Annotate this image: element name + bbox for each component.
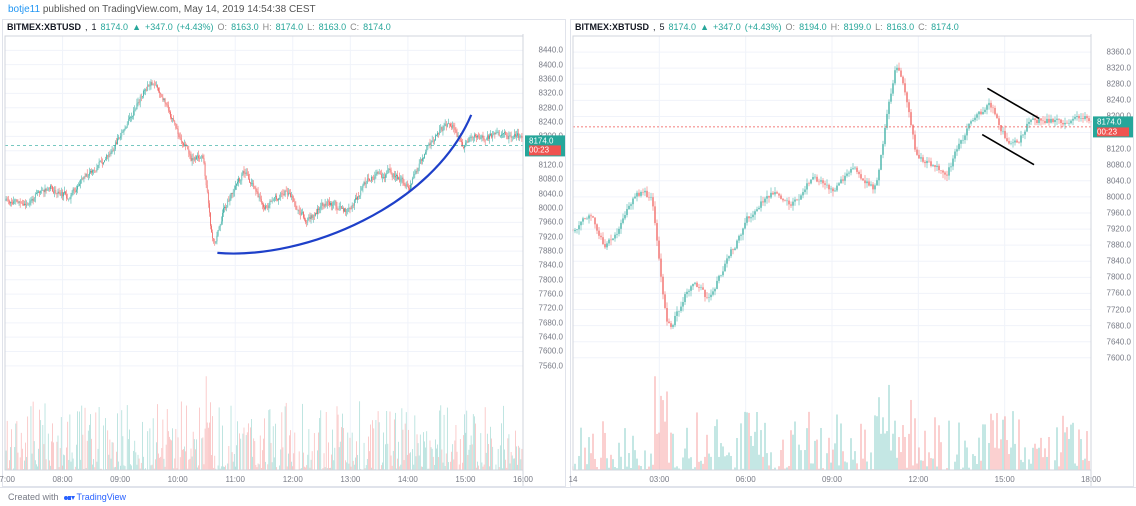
x-axis-tick: 10:00 bbox=[168, 475, 188, 484]
y-axis-tick: 7920.0 bbox=[539, 232, 563, 241]
x-axis-tick: 12:00 bbox=[908, 475, 928, 484]
y-axis-tick: 7840.0 bbox=[1107, 257, 1131, 266]
symbol[interactable]: BITMEX:XBTUSD bbox=[575, 22, 649, 32]
chart-info-left: BITMEX:XBTUSD, 1 8174.0 ▲ +347.0 (+4.43%… bbox=[3, 20, 565, 34]
x-axis-tick: 15:00 bbox=[455, 475, 475, 484]
x-axis-tick: 18:00 bbox=[1081, 475, 1101, 484]
y-axis-tick: 7880.0 bbox=[539, 247, 563, 256]
symbol[interactable]: BITMEX:XBTUSD bbox=[7, 22, 81, 32]
interval: 5 bbox=[660, 22, 665, 32]
y-axis-tick: 8120.0 bbox=[539, 161, 563, 170]
chart-panel-right: BITMEX:XBTUSD, 5 8174.0 ▲ +347.0 (+4.43%… bbox=[570, 19, 1134, 487]
y-axis-tick: 7720.0 bbox=[1107, 305, 1131, 314]
y-axis-tick: 7600.0 bbox=[1107, 353, 1131, 362]
y-axis-tick: 8000.0 bbox=[1107, 192, 1131, 201]
publish-header: botje11 published on TradingView.com, Ma… bbox=[0, 0, 1136, 19]
charts-row: BITMEX:XBTUSD, 1 8174.0 ▲ +347.0 (+4.43%… bbox=[0, 19, 1136, 487]
y-axis-tick: 8280.0 bbox=[539, 103, 563, 112]
x-axis-tick: 11:00 bbox=[226, 475, 245, 484]
y-axis-tick: 8400.0 bbox=[539, 60, 563, 69]
y-axis-tick: 7800.0 bbox=[1107, 273, 1131, 282]
y-axis-tick: 7640.0 bbox=[539, 333, 563, 342]
x-axis-tick: 07:00 bbox=[0, 475, 15, 484]
publish-meta: published on TradingView.com, May 14, 20… bbox=[43, 4, 316, 15]
y-axis-tick: 8120.0 bbox=[1107, 144, 1131, 153]
price-tag-left: 8174.0 00:23 bbox=[525, 135, 565, 156]
y-axis-tick: 8320.0 bbox=[539, 89, 563, 98]
last-price: 8174.0 bbox=[669, 22, 697, 32]
last-price: 8174.0 bbox=[101, 22, 129, 32]
price-tag-right: 8174.0 00:23 bbox=[1093, 116, 1133, 137]
chart-info-right: BITMEX:XBTUSD, 5 8174.0 ▲ +347.0 (+4.43%… bbox=[571, 20, 1133, 34]
y-axis-tick: 7720.0 bbox=[539, 304, 563, 313]
change: +347.0 bbox=[713, 22, 741, 32]
x-axis-tick: 14:00 bbox=[398, 475, 418, 484]
y-axis-tick: 7880.0 bbox=[1107, 241, 1131, 250]
y-axis-tick: 8240.0 bbox=[539, 118, 563, 127]
x-axis-tick: 16:00 bbox=[513, 475, 533, 484]
y-axis-tick: 7840.0 bbox=[539, 261, 563, 270]
y-axis-tick: 7800.0 bbox=[539, 275, 563, 284]
y-axis-tick: 8240.0 bbox=[1107, 96, 1131, 105]
interval: 1 bbox=[92, 22, 97, 32]
chart-panel-left: BITMEX:XBTUSD, 1 8174.0 ▲ +347.0 (+4.43%… bbox=[2, 19, 566, 487]
x-axis-tick: 08:00 bbox=[53, 475, 73, 484]
y-axis-tick: 7680.0 bbox=[1107, 321, 1131, 330]
x-axis-tick: 09:00 bbox=[110, 475, 130, 484]
chart-area-left[interactable]: 7560.0 7600.0 7640.0 7680.0 7720.0 7760.0 7800… bbox=[3, 34, 565, 486]
y-axis-tick: 7680.0 bbox=[539, 318, 563, 327]
y-axis-tick: 8280.0 bbox=[1107, 80, 1131, 89]
x-axis-tick: 14 bbox=[569, 475, 578, 484]
y-axis-tick: 8440.0 bbox=[539, 46, 563, 55]
change-pct: (+4.43%) bbox=[177, 22, 214, 32]
y-axis-tick: 7560.0 bbox=[539, 361, 563, 370]
x-axis-tick: 15:00 bbox=[995, 475, 1015, 484]
y-axis-tick: 8080.0 bbox=[1107, 160, 1131, 169]
change: +347.0 bbox=[145, 22, 173, 32]
x-axis-tick: 06:00 bbox=[736, 475, 756, 484]
change-pct: (+4.43%) bbox=[745, 22, 782, 32]
x-axis-tick: 03:00 bbox=[649, 475, 669, 484]
chart-area-right[interactable]: 7600.0 7640.0 7680.0 7720.0 7760.0 7800.0 7840… bbox=[571, 34, 1133, 486]
y-axis-tick: 8040.0 bbox=[1107, 176, 1131, 185]
y-axis-tick: 8360.0 bbox=[539, 75, 563, 84]
tradingview-logo[interactable]: TradingView bbox=[63, 491, 127, 503]
y-axis-tick: 7960.0 bbox=[539, 218, 563, 227]
footer: Created with TradingView bbox=[0, 487, 1136, 506]
y-axis-tick: 8080.0 bbox=[539, 175, 563, 184]
created-with-label: Created with bbox=[8, 492, 59, 502]
y-axis-tick: 7960.0 bbox=[1107, 208, 1131, 217]
y-axis-tick: 8000.0 bbox=[539, 204, 563, 213]
y-axis-tick: 7600.0 bbox=[539, 347, 563, 356]
y-axis-tick: 7920.0 bbox=[1107, 225, 1131, 234]
y-axis-tick: 7640.0 bbox=[1107, 337, 1131, 346]
x-axis-tick: 09:00 bbox=[822, 475, 842, 484]
y-axis-tick: 8360.0 bbox=[1107, 48, 1131, 57]
y-axis-tick: 7760.0 bbox=[539, 290, 563, 299]
y-axis-tick: 7760.0 bbox=[1107, 289, 1131, 298]
x-axis-tick: 12:00 bbox=[283, 475, 303, 484]
y-axis-tick: 8040.0 bbox=[539, 189, 563, 198]
username[interactable]: botje11 bbox=[8, 4, 40, 15]
y-axis-tick: 8320.0 bbox=[1107, 64, 1131, 73]
x-axis-tick: 13:00 bbox=[340, 475, 360, 484]
